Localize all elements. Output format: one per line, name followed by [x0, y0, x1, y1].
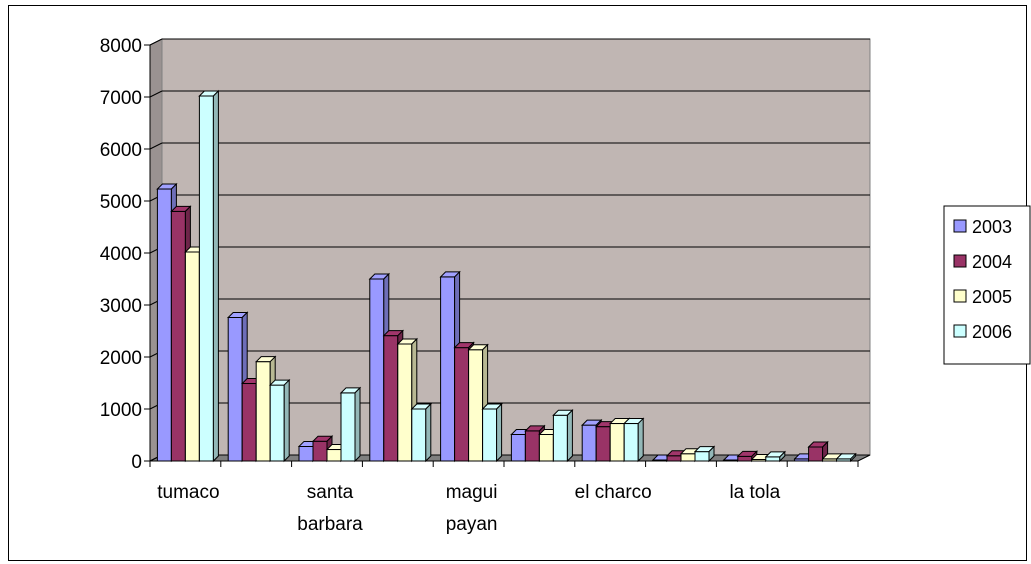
gridline-diag — [149, 38, 163, 46]
y-tick-label: 7000 — [100, 88, 142, 109]
legend-label: 2004 — [972, 252, 1012, 272]
y-tick-label: 8000 — [100, 36, 142, 57]
y-tick-label: 4000 — [100, 244, 142, 265]
legend-entry-2004: 2004 — [953, 252, 1012, 272]
y-tick-label: 0 — [131, 452, 142, 473]
legend-label: 2006 — [972, 322, 1012, 342]
legend-swatch — [953, 254, 967, 268]
bar-2006-5 — [552, 409, 574, 463]
y-tick-label: 6000 — [100, 140, 142, 161]
legend-entry-2006: 2006 — [953, 322, 1012, 342]
bar-2004-9 — [807, 440, 829, 463]
x-axis-labels: tumaco santa barbara magui payan el charco la … — [157, 482, 780, 535]
legend-swatch — [953, 289, 967, 303]
x-category-label: santa barbara — [297, 482, 363, 535]
y-tick-label: 3000 — [100, 296, 142, 317]
bar-2006-3 — [410, 402, 433, 463]
x-category-label: la tola — [729, 482, 780, 503]
bar-2006-1 — [268, 378, 291, 463]
bar-2006-8 — [764, 450, 787, 463]
y-tick-label: 2000 — [100, 348, 142, 369]
legend-swatch — [953, 324, 967, 338]
legend-swatch — [953, 219, 967, 233]
bar-2006-7 — [693, 445, 716, 463]
legend-entry-2005: 2005 — [953, 287, 1012, 307]
x-category-label: magui payan — [446, 482, 498, 535]
y-tick-label: 1000 — [100, 400, 142, 421]
bar-2006-4 — [481, 402, 503, 463]
legend: 2003 2004 2005 2006 — [943, 205, 1031, 365]
gridline-diag — [149, 142, 163, 150]
x-category-label: tumaco — [157, 482, 219, 503]
gridline-diag — [149, 90, 163, 98]
y-axis-ticks: 0 1000 2000 3000 4000 5000 6000 7000 8000 — [100, 36, 150, 473]
legend-label: 2003 — [972, 217, 1012, 237]
bar-2006-6 — [622, 417, 645, 463]
bar-2006-2 — [339, 386, 362, 463]
legend-entry-2003: 2003 — [953, 217, 1012, 237]
x-category-label: el charco — [575, 482, 652, 503]
legend-label: 2005 — [972, 287, 1012, 307]
bar-2006-0 — [198, 89, 220, 463]
y-tick-label: 5000 — [100, 192, 142, 213]
